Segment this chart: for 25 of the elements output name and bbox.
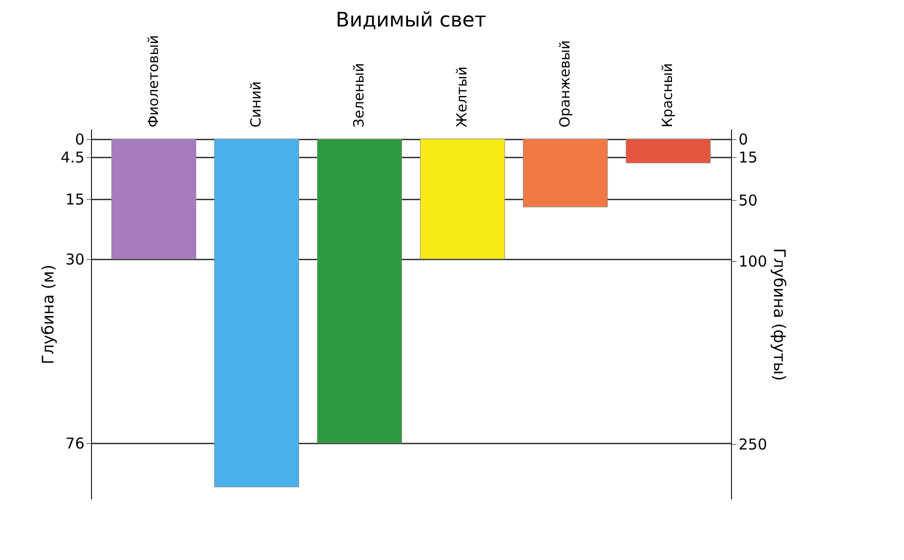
bar (420, 138, 505, 260)
y2-tick-label: 250 (738, 436, 768, 454)
y-tick-label: 0 (74, 130, 84, 148)
bar (111, 138, 196, 260)
y-tick-label: 4.5 (60, 148, 84, 166)
chart-title: Видимый свет (336, 8, 487, 32)
bar (626, 138, 711, 164)
x-tick-label: Синий (248, 81, 265, 128)
bar (317, 138, 402, 444)
y-tick-label: 76 (65, 434, 84, 452)
y2-tick-label: 100 (738, 252, 768, 270)
y2-tick-label: 50 (738, 191, 758, 210)
y-tick-label: 30 (65, 250, 84, 268)
y-tick-label: 15 (65, 190, 84, 208)
x-tick-label: Оранжевый (557, 40, 574, 128)
bar (214, 138, 300, 488)
x-tick-label: Фиолетовый (146, 35, 162, 128)
x-tick-label: Зеленый (352, 63, 368, 128)
y2-tick-label: 0 (738, 130, 748, 148)
y2-axis-title: Глубина (футы) (770, 248, 790, 381)
x-tick-label: Желтый (454, 66, 470, 128)
y-axis-title: Глубина (м) (38, 264, 58, 364)
bar (522, 138, 608, 208)
y2-tick-label: 15 (738, 148, 758, 167)
x-tick-label: Красный (660, 63, 676, 128)
